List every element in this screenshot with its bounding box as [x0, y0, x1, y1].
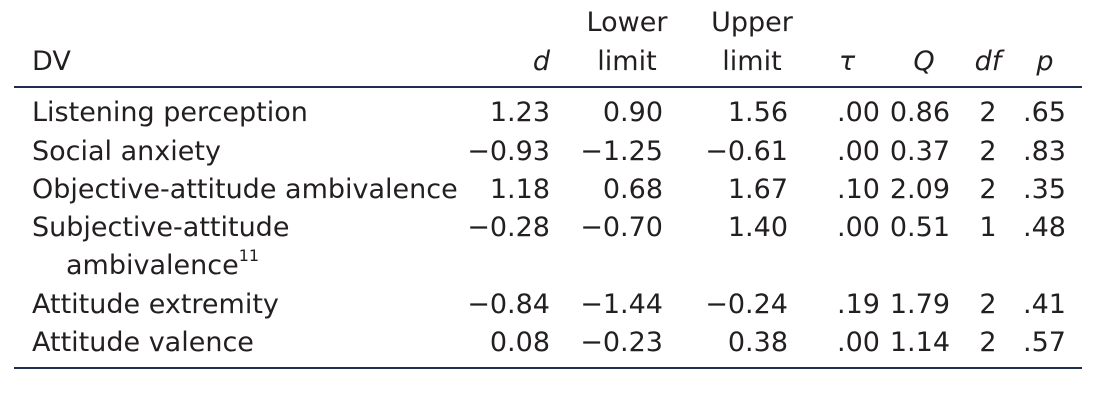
row-tau: .10	[837, 174, 880, 205]
row-df: 2	[979, 289, 997, 320]
row-dv-cont-text: ambivalence	[66, 250, 239, 281]
row-lower: −1.44	[580, 289, 663, 320]
row-df: 2	[979, 327, 997, 358]
row-d: 1.18	[489, 174, 550, 205]
row-dv: Social anxiety	[32, 136, 221, 167]
row-upper: 1.56	[727, 97, 788, 128]
row-d: −0.93	[467, 136, 550, 167]
row-upper: −0.61	[705, 136, 788, 167]
row-tau: .00	[837, 136, 880, 167]
row-df: 1	[979, 212, 997, 243]
row-d: 0.08	[489, 327, 550, 358]
row-dv: Objective-attitude ambivalence	[32, 174, 458, 205]
header-dv: DV	[32, 46, 71, 77]
row-q: 1.79	[889, 289, 950, 320]
row-q: 2.09	[889, 174, 950, 205]
row-lower: 0.90	[602, 97, 663, 128]
row-lower: −1.25	[580, 136, 663, 167]
header-p: p	[1036, 46, 1054, 77]
row-tau: .00	[837, 97, 880, 128]
row-p: .41	[1023, 289, 1066, 320]
header-d: d	[532, 46, 550, 77]
row-dv: Listening perception	[32, 97, 308, 128]
row-q: 0.86	[889, 97, 950, 128]
meta-analysis-table: DV d Lower limit Upper limit τ Q df p Li…	[14, 0, 1082, 401]
header-upper-limit-top: Upper	[711, 7, 793, 38]
row-dv: Attitude valence	[32, 327, 254, 358]
header-q: Q	[913, 46, 935, 77]
row-q: 1.14	[889, 327, 950, 358]
row-upper: 1.40	[727, 212, 788, 243]
row-tau: .00	[837, 212, 880, 243]
row-p: .83	[1023, 136, 1066, 167]
row-p: .48	[1023, 212, 1066, 243]
row-q: 0.37	[889, 136, 950, 167]
row-tau: .19	[837, 289, 880, 320]
row-p: .57	[1023, 327, 1066, 358]
row-d: −0.84	[467, 289, 550, 320]
row-upper: 0.38	[727, 327, 788, 358]
row-d: −0.28	[467, 212, 550, 243]
row-dv: Attitude extremity	[32, 289, 279, 320]
row-df: 2	[979, 136, 997, 167]
row-tau: .00	[837, 327, 880, 358]
row-lower: 0.68	[602, 174, 663, 205]
header-upper-limit-bottom: limit	[722, 46, 782, 77]
row-dv: Subjective-attitude	[32, 212, 290, 243]
header-df: df	[974, 46, 1002, 77]
row-lower: −0.23	[580, 327, 663, 358]
row-d: 1.23	[489, 97, 550, 128]
footnote-marker: 11	[238, 246, 260, 265]
header-tau: τ	[838, 46, 856, 77]
row-df: 2	[979, 97, 997, 128]
row-lower: −0.70	[580, 212, 663, 243]
header-rule	[14, 86, 1082, 88]
header-lower-limit-bottom: limit	[597, 46, 657, 77]
row-upper: −0.24	[705, 289, 788, 320]
row-q: 0.51	[889, 212, 950, 243]
row-p: .65	[1023, 97, 1066, 128]
bottom-rule	[14, 367, 1082, 369]
row-dv-continuation: ambivalence11	[66, 247, 259, 285]
header-lower-limit-top: Lower	[586, 7, 668, 38]
row-upper: 1.67	[727, 174, 788, 205]
row-df: 2	[979, 174, 997, 205]
row-p: .35	[1023, 174, 1066, 205]
